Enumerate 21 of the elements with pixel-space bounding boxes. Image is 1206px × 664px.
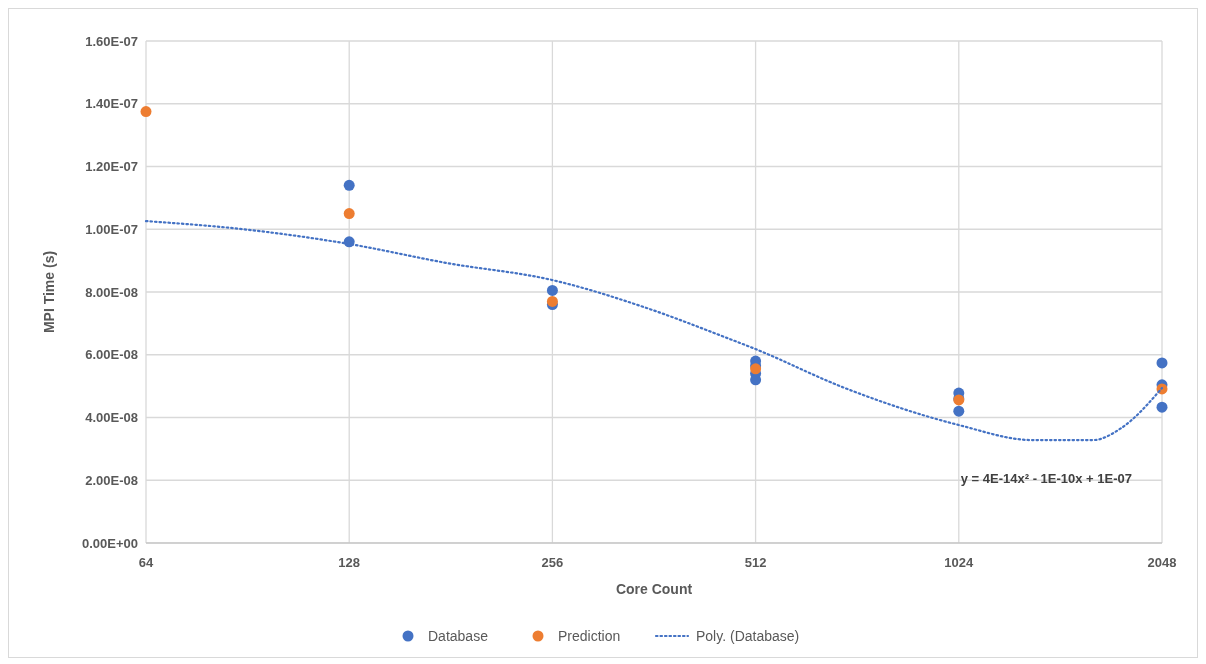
x-tick-label: 128 [338,555,361,570]
x-tick-label: 1024 [944,555,975,570]
x-tick-label: 64 [138,555,154,570]
legend-label: Database [428,627,489,644]
legend-label: Poly. (Database) [696,627,800,644]
x-tick-label: 2048 [1147,555,1177,570]
x-tick-label: 256 [541,555,564,570]
annotation: y = 4E-14x² - 1E-10x + 1E-07 [960,471,1132,486]
y-tick-label: 1.40E-07 [85,96,138,112]
y-tick-label: 8.00E-08 [85,284,138,300]
y-tick-label: 1.00E-07 [85,221,138,237]
y-tick-label: 0.00E+00 [81,535,138,551]
legend-label: Prediction [558,627,621,644]
y-tick-label: 6.00E-08 [85,347,138,363]
y-tick-label: 1.20E-07 [85,159,138,175]
y-tick-label: 1.60E-07 [85,33,138,49]
y-tick-label: 2.00E-08 [85,472,138,488]
y-tick-label: 4.00E-08 [85,410,138,426]
y-axis-title: MPI Time (s) [41,250,57,334]
x-axis-title: Core Count [615,581,693,597]
x-tick-label: 512 [744,555,767,570]
